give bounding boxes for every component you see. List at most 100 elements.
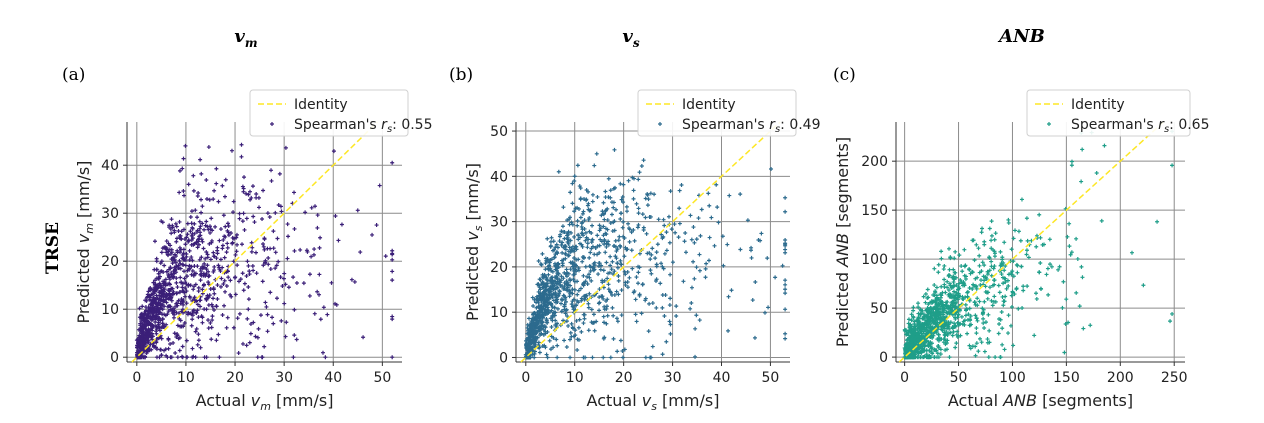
scatter-point xyxy=(1011,259,1016,264)
scatter-point xyxy=(677,206,682,211)
scatter-point xyxy=(673,230,678,235)
scatter-point xyxy=(231,325,236,330)
scatter-point xyxy=(180,344,185,349)
scatter-point xyxy=(283,145,288,150)
scatter-point xyxy=(174,224,179,229)
scatter-point xyxy=(212,308,217,313)
scatter-point xyxy=(211,250,216,255)
scatter-point xyxy=(225,221,230,226)
scatter-point xyxy=(602,320,606,325)
scatter-point xyxy=(962,247,967,252)
scatter-point xyxy=(166,346,171,351)
scatter-point xyxy=(163,277,168,282)
scatter-point xyxy=(1000,342,1005,347)
scatter-point xyxy=(625,247,630,252)
scatter-point xyxy=(974,242,979,247)
scatter-point xyxy=(715,205,720,210)
scatter-point xyxy=(947,281,952,286)
scatter-point xyxy=(248,322,253,327)
legend-box xyxy=(1026,89,1191,137)
scatter-point xyxy=(336,238,341,243)
scatter-point xyxy=(643,215,648,220)
scatter-point xyxy=(562,236,567,241)
scatter-point xyxy=(197,242,202,247)
scatter-point xyxy=(183,286,188,291)
scatter-point xyxy=(629,248,634,253)
scatter-point xyxy=(233,292,238,297)
scatter-point xyxy=(249,195,254,200)
scatter-point xyxy=(1025,238,1030,243)
scatter-point xyxy=(177,190,182,195)
scatter-point xyxy=(601,200,606,205)
scatter-point xyxy=(572,256,577,261)
scatter-point xyxy=(571,307,576,312)
scatter-point xyxy=(608,195,613,200)
scatter-point xyxy=(918,328,923,333)
scatter-point xyxy=(171,315,176,320)
scatter-point xyxy=(277,171,282,176)
scatter-point xyxy=(537,314,542,319)
scatter-point xyxy=(558,283,563,288)
scatter-point xyxy=(206,318,211,323)
scatter-point xyxy=(604,321,609,326)
scatter-point xyxy=(193,208,198,213)
scatter-point xyxy=(180,285,185,290)
scatter-point xyxy=(1000,257,1005,262)
scatter-point xyxy=(660,352,665,357)
scatter-point xyxy=(975,318,980,323)
scatter-point xyxy=(962,273,967,278)
scatter-point xyxy=(572,209,577,214)
scatter-point xyxy=(932,266,937,271)
scatter-point xyxy=(587,264,592,269)
scatter-point xyxy=(714,182,719,187)
scatter-point xyxy=(174,280,179,285)
scatter-point xyxy=(976,246,981,251)
scatter-point xyxy=(949,295,954,300)
scatter-point xyxy=(927,318,932,323)
scatter-point xyxy=(769,166,774,171)
scatter-point xyxy=(618,258,623,263)
scatter-point xyxy=(653,256,658,261)
scatter-point xyxy=(548,287,553,292)
scatter-point xyxy=(292,248,297,253)
scatter-point xyxy=(151,295,156,300)
scatter-point xyxy=(981,316,986,321)
scatter-point xyxy=(321,305,326,310)
scatter-point xyxy=(554,242,559,247)
scatter-point xyxy=(144,295,149,300)
scatter-point xyxy=(554,286,559,291)
scatter-point xyxy=(268,246,273,251)
scatter-point xyxy=(1088,323,1093,328)
scatter-point xyxy=(598,226,603,231)
scatter-point xyxy=(256,195,261,200)
scatter-point xyxy=(152,345,157,350)
scatter-point xyxy=(329,280,334,285)
scatter-point xyxy=(572,174,577,179)
scatter-point xyxy=(759,231,764,236)
x-tick-label: 10 xyxy=(177,370,195,386)
scatter-point xyxy=(643,355,648,360)
scatter-point xyxy=(974,316,979,321)
scatter-point xyxy=(134,338,139,343)
panel-letter: (c) xyxy=(833,65,856,85)
scatter-point xyxy=(568,238,573,243)
scatter-point xyxy=(916,311,921,316)
scatter-point xyxy=(608,263,613,268)
scatter-point xyxy=(532,351,537,356)
scatter-point xyxy=(1004,286,1009,291)
scatter-point xyxy=(618,338,623,343)
scatter-point xyxy=(554,276,559,281)
scatter-point xyxy=(144,351,149,356)
scatter-point xyxy=(572,178,577,183)
scatter-point xyxy=(193,329,198,334)
scatter-point xyxy=(993,355,998,360)
scatter-point xyxy=(967,267,972,272)
scatter-point xyxy=(1020,305,1025,310)
scatter-point xyxy=(172,331,177,336)
scatter-point xyxy=(555,306,560,311)
scatter-point xyxy=(1046,292,1051,297)
scatter-point xyxy=(538,321,543,326)
scatter-point xyxy=(944,322,949,327)
scatter-point xyxy=(1094,171,1099,176)
scatter-point xyxy=(187,263,192,268)
